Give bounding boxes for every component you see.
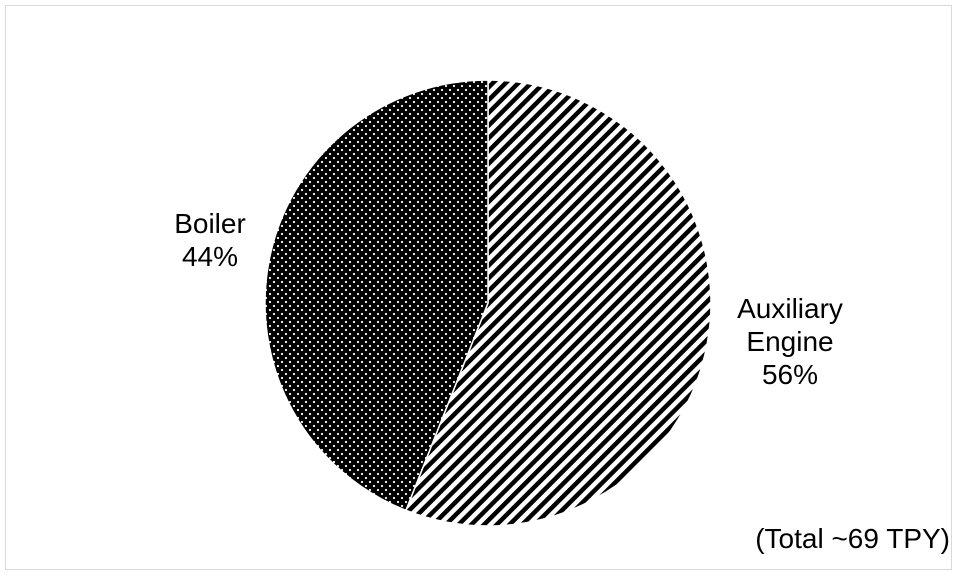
pie-slice-boiler xyxy=(264,79,489,512)
slice-label-boiler: Boiler 44% xyxy=(150,207,270,273)
slice-label-auxiliary-engine: Auxiliary Engine 56% xyxy=(715,292,865,391)
total-annotation: (Total ~69 TPY) xyxy=(755,523,950,554)
slice-name-auxiliary-line1: Auxiliary xyxy=(737,293,843,324)
slice-name-auxiliary-line2: Engine xyxy=(746,326,834,358)
pie-slice-auxiliary-engine xyxy=(404,79,712,527)
slice-value-boiler: 44% xyxy=(181,241,239,273)
slice-value-auxiliary-engine: 56% xyxy=(761,359,819,391)
slice-name-boiler: Boiler xyxy=(174,208,246,239)
